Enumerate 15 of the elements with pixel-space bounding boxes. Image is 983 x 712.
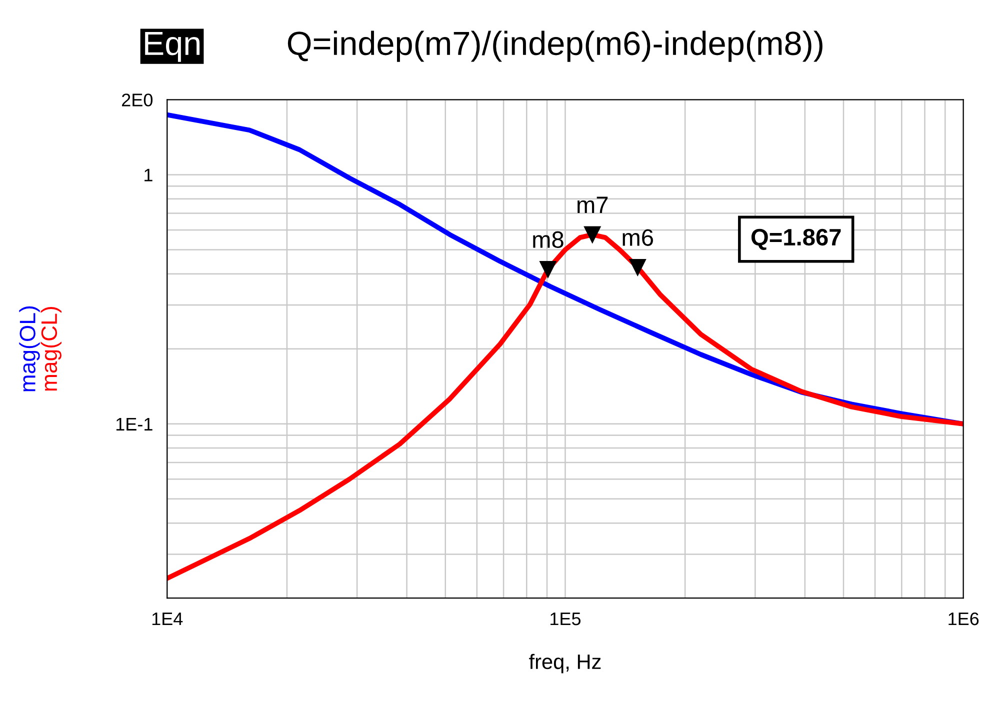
x-tick-label: 1E5: [550, 612, 581, 626]
x-axis-title: freq, Hz: [529, 654, 601, 674]
y-tick-label: 1: [144, 168, 152, 182]
chart-title: Q=indep(m7)/(indep(m6)-indep(m8)): [288, 30, 822, 62]
annotation: m8: [533, 231, 564, 248]
text: mag(CL): [40, 307, 62, 391]
x-tick-label: 1E4: [152, 612, 183, 626]
text: mag(OL): [19, 306, 40, 392]
annotation: m6: [622, 229, 653, 246]
text: Eqn: [145, 32, 200, 62]
y-tick-label: 1E-1: [116, 418, 152, 430]
x-tick-label: 1E6: [948, 612, 979, 626]
annotation: Q=1.867: [751, 228, 841, 250]
y-tick-label: 2E0: [122, 94, 153, 106]
annotation: m7: [578, 196, 608, 214]
